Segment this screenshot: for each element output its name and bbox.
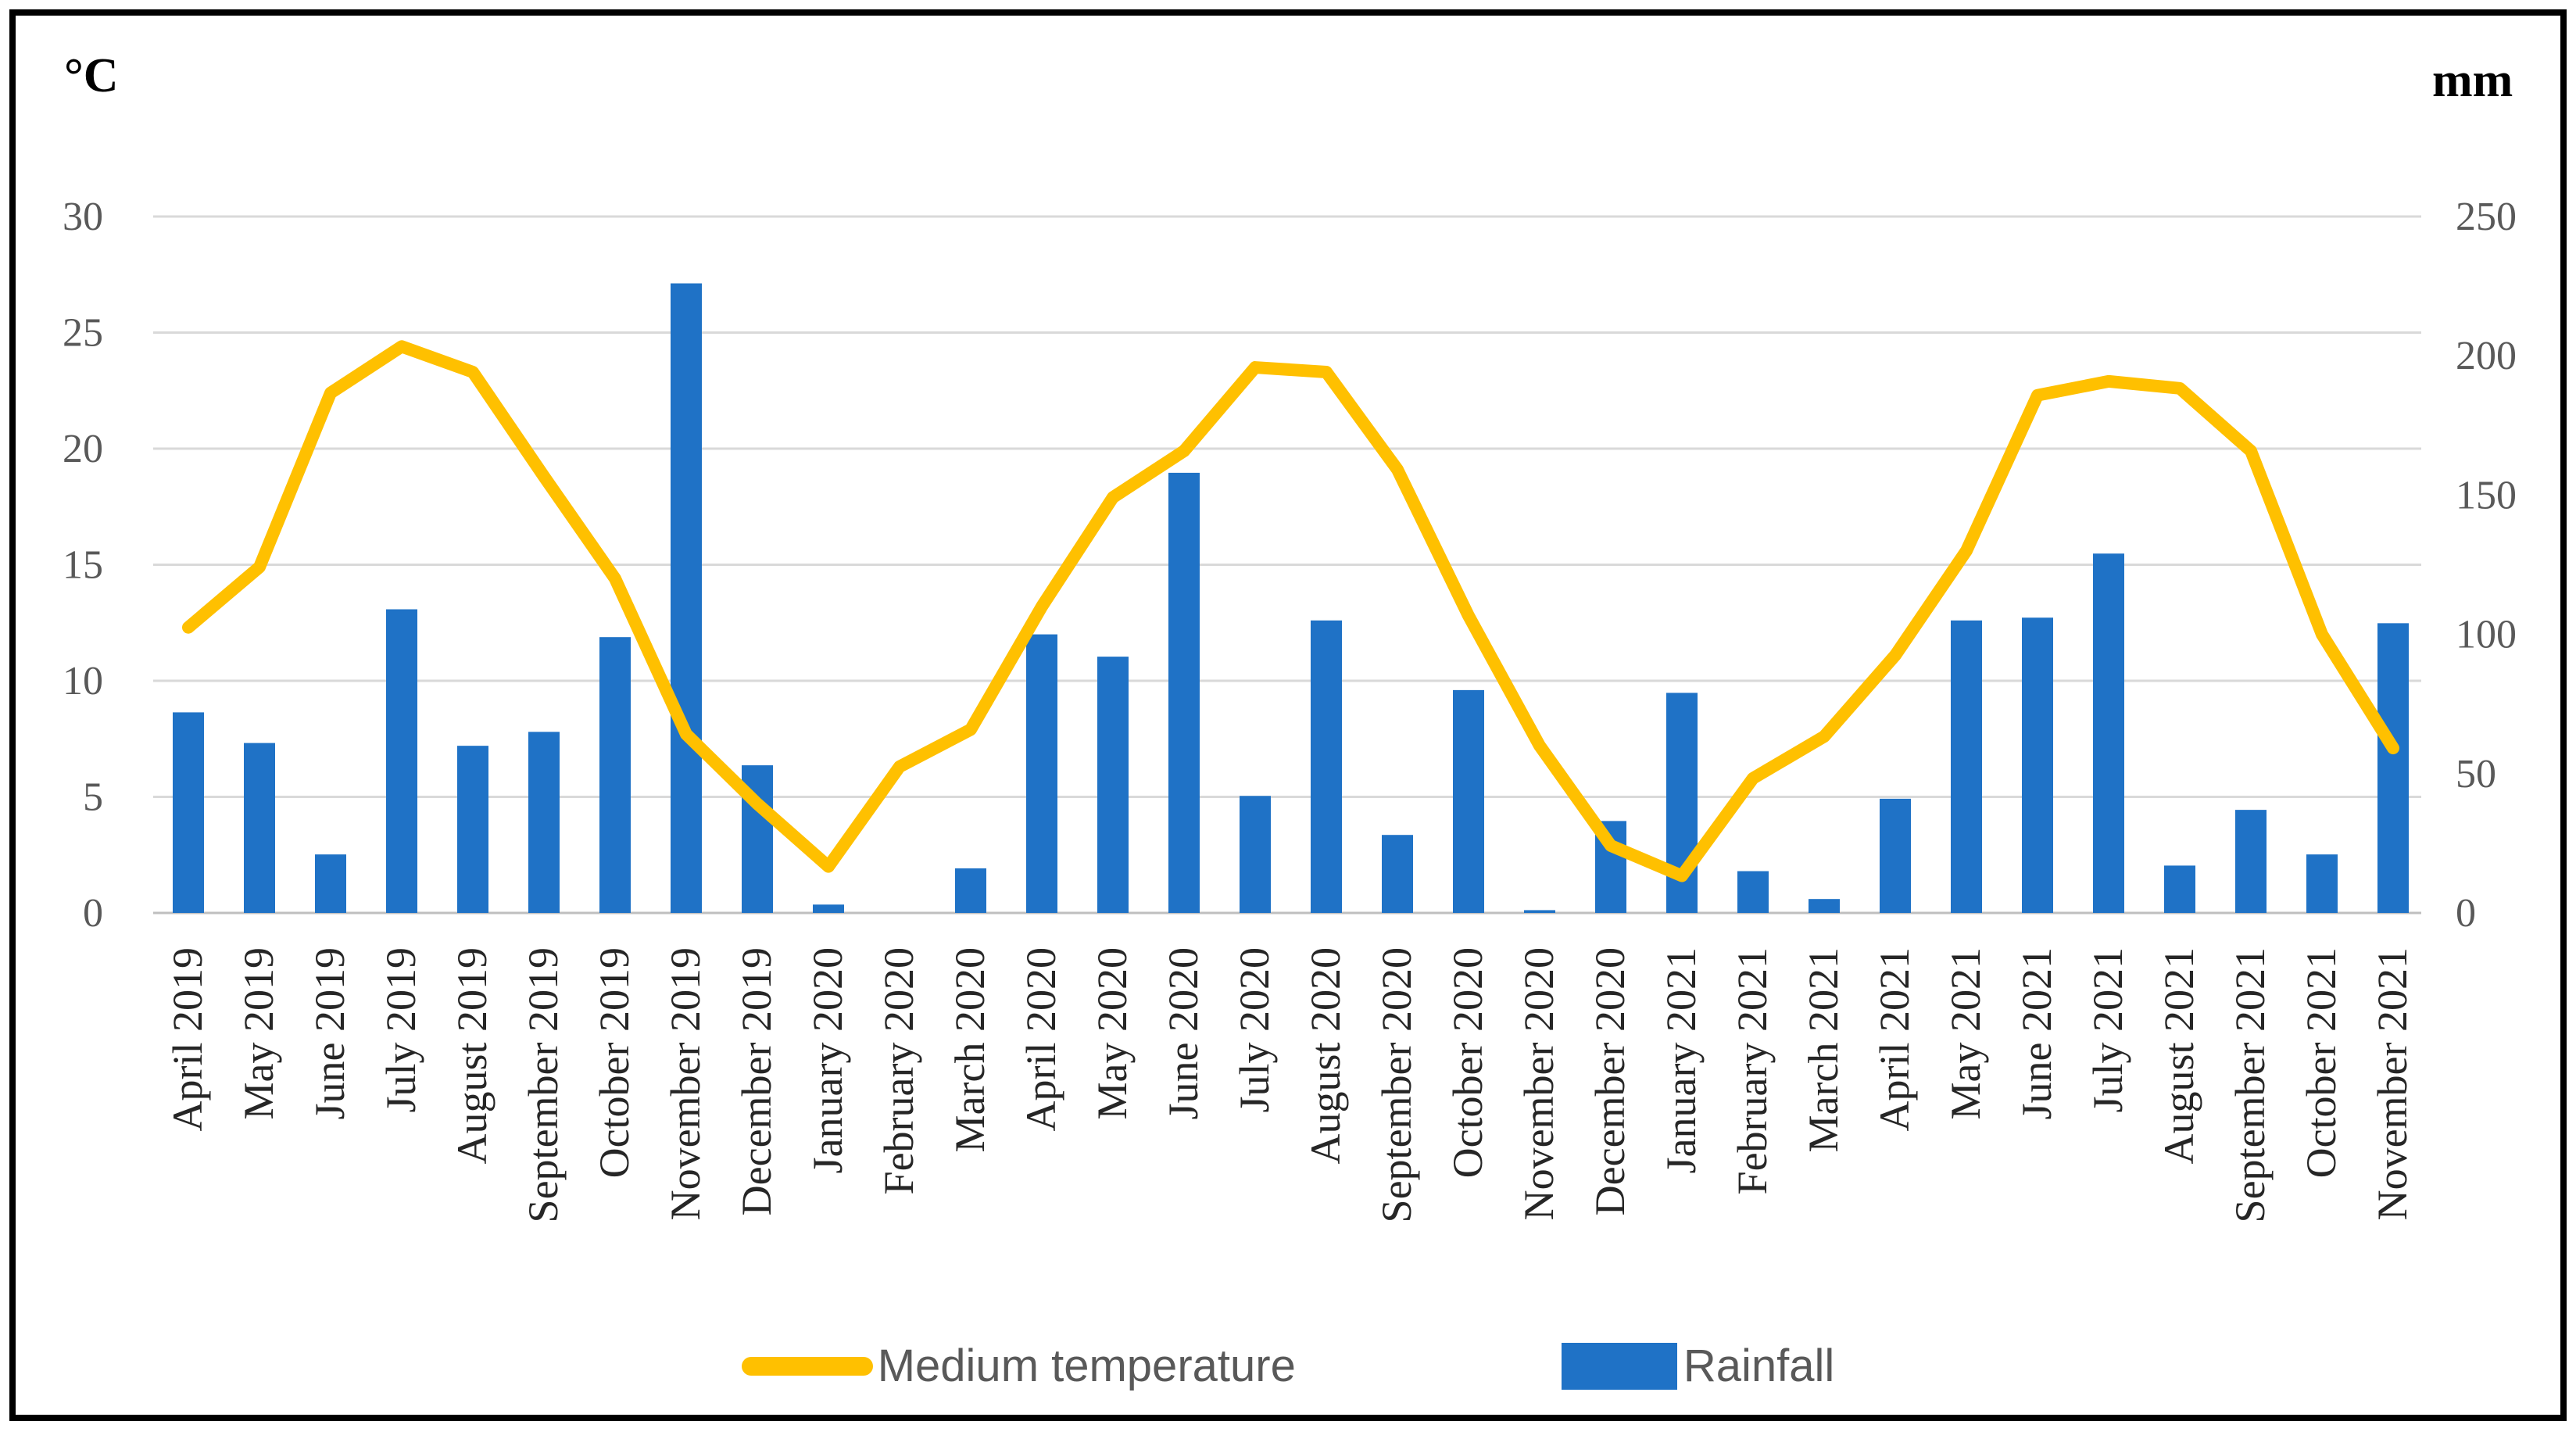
rainfall-bar xyxy=(457,746,488,913)
rainfall-bar xyxy=(2164,865,2195,913)
rainfall-bar xyxy=(2235,810,2267,913)
rainfall-bar xyxy=(2093,553,2124,913)
rainfall-bar xyxy=(1240,796,1271,913)
x-axis-label: May 2019 xyxy=(235,947,282,1119)
x-axis-label: December 2019 xyxy=(733,947,780,1215)
y-axis-tick-right: 150 xyxy=(2456,473,2517,517)
temperature-line xyxy=(182,340,2399,882)
y-axis-tick-left: 10 xyxy=(63,659,103,703)
x-axis-label: December 2020 xyxy=(1587,947,1633,1215)
x-axis-label: January 2020 xyxy=(804,947,851,1173)
x-axis-label: June 2019 xyxy=(306,947,353,1119)
rainfall-bar xyxy=(315,854,346,913)
rainfall-bar xyxy=(1880,798,1911,913)
x-axis-label: January 2021 xyxy=(1658,947,1705,1173)
x-axis-label: October 2020 xyxy=(1444,947,1491,1178)
y-axis-tick-right: 50 xyxy=(2456,752,2496,796)
x-axis-label: November 2020 xyxy=(1515,947,1562,1220)
y-axis-tick-left: 0 xyxy=(83,891,103,936)
x-axis-label: February 2021 xyxy=(1729,947,1776,1194)
y-axis-tick-right: 250 xyxy=(2456,195,2517,239)
chart-legend: Medium temperature Rainfall xyxy=(16,1343,2560,1390)
legend-label-temperature: Medium temperature xyxy=(877,1340,1296,1391)
x-axis-label: April 2021 xyxy=(1871,947,1918,1132)
x-axis-label: July 2021 xyxy=(2084,947,2131,1113)
x-axis-label: June 2020 xyxy=(1160,947,1207,1119)
y-axis-tick-left: 15 xyxy=(63,543,103,588)
x-axis-label: March 2020 xyxy=(946,947,993,1152)
rainfall-bar xyxy=(386,609,417,913)
left-axis-unit-label: °C xyxy=(64,49,119,102)
rainfall-bar xyxy=(2377,623,2409,913)
x-axis-label: October 2021 xyxy=(2298,947,2345,1178)
climate-chart-plot: 0 5 10 15 20 25 30 0 50 100 150 200 250 April 2019 May… xyxy=(63,195,2517,1222)
y-axis-tick-right: 100 xyxy=(2456,613,2517,657)
y-axis-tick-right: 0 xyxy=(2456,891,2476,936)
y-axis-tick-left: 5 xyxy=(83,775,103,820)
x-axis-label: August 2019 xyxy=(449,947,496,1165)
rainfall-bar xyxy=(173,712,204,913)
rainfall-bar xyxy=(244,743,275,913)
x-axis-label: July 2020 xyxy=(1231,947,1278,1113)
figure-frame: °C mm 0 5 10 15 20 25 30 0 50 100 150 200 250 April 2… xyxy=(9,9,2567,1421)
rainfall-bar xyxy=(1951,620,1982,913)
x-axis-label: November 2021 xyxy=(2369,947,2416,1220)
x-axis-label: April 2019 xyxy=(164,947,211,1132)
rainfall-bar xyxy=(2022,617,2053,913)
x-axis-label: April 2020 xyxy=(1018,947,1064,1132)
legend-item-temperature: Medium temperature xyxy=(741,1340,1296,1391)
rainfall-bar xyxy=(1737,871,1769,913)
rainfall-bar xyxy=(671,283,702,913)
rainfall-bar xyxy=(1168,472,1200,913)
x-axis-label: September 2020 xyxy=(1373,947,1420,1222)
x-axis-label: September 2019 xyxy=(520,947,567,1222)
rainfall-bar xyxy=(599,637,631,913)
rainfall-bar xyxy=(528,732,560,913)
x-axis-label: September 2021 xyxy=(2227,947,2274,1222)
rainfall-bar-swatch-icon xyxy=(1561,1343,1677,1390)
legend-label-rainfall: Rainfall xyxy=(1683,1340,1835,1391)
x-axis-label: August 2020 xyxy=(1302,947,1349,1165)
x-axis-label: February 2020 xyxy=(875,947,922,1194)
rainfall-bar xyxy=(2306,854,2338,913)
rainfall-bar xyxy=(1453,689,1484,913)
rainfall-bar xyxy=(1809,899,1840,913)
right-axis-unit-label: mm xyxy=(2432,54,2513,107)
rainfall-bar xyxy=(813,904,844,913)
x-axis-label: May 2021 xyxy=(1942,947,1989,1119)
x-axis-label: October 2019 xyxy=(591,947,638,1178)
x-axis-label: March 2021 xyxy=(1800,947,1847,1152)
rainfall-bar xyxy=(1311,620,1342,913)
rainfall-bar xyxy=(1382,835,1413,913)
rainfall-bar xyxy=(1097,657,1129,913)
y-axis-tick-left: 20 xyxy=(63,427,103,471)
x-axis-label: July 2019 xyxy=(377,947,424,1113)
x-axis-label: May 2020 xyxy=(1089,947,1136,1119)
rainfall-bar xyxy=(1026,634,1057,913)
y-axis-tick-left: 25 xyxy=(63,311,103,356)
y-axis-tick-right: 200 xyxy=(2456,334,2517,378)
x-axis-label: August 2021 xyxy=(2156,947,2202,1165)
rainfall-bar xyxy=(1524,910,1555,913)
x-axis-label: June 2021 xyxy=(2013,947,2060,1119)
y-axis-tick-left: 30 xyxy=(63,195,103,239)
legend-item-rainfall: Rainfall xyxy=(1561,1340,1835,1391)
temperature-line-swatch-icon xyxy=(741,1357,873,1376)
x-axis-label: November 2019 xyxy=(662,947,709,1220)
rainfall-bar xyxy=(955,868,986,913)
